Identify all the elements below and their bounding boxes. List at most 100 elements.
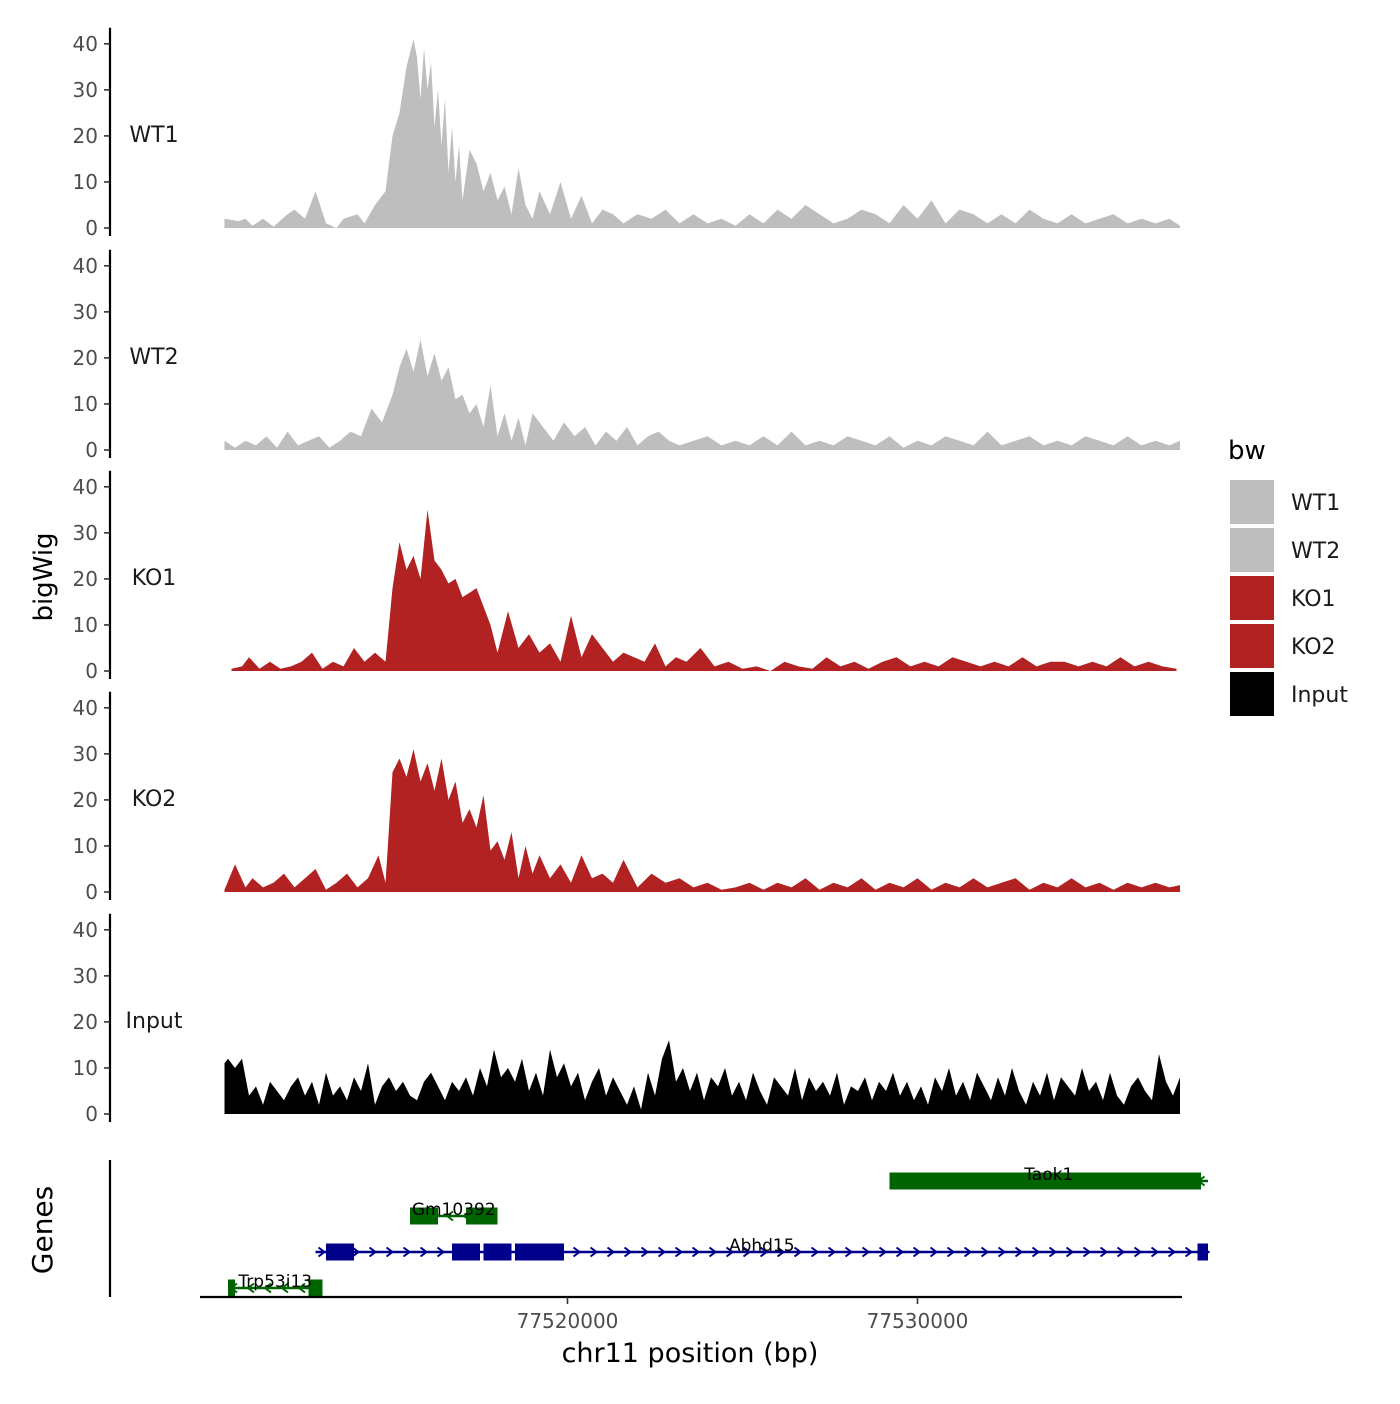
y-tick-label: 20 <box>73 346 98 370</box>
strand-arrow <box>246 1282 255 1294</box>
strand-arrow <box>708 1246 718 1258</box>
track-label-wt1: WT1 <box>129 123 178 148</box>
signal-area-input <box>224 1040 1180 1114</box>
legend-label: KO1 <box>1291 587 1336 612</box>
gene-exon <box>308 1279 323 1297</box>
strand-arrow <box>623 1246 633 1258</box>
y-tick-label: 0 <box>85 438 98 462</box>
strand-arrow <box>657 1246 667 1258</box>
y-tick-label: 30 <box>73 521 98 545</box>
strand-arrow <box>1082 1246 1092 1258</box>
gene-taok1: Taok1 <box>889 1165 1208 1190</box>
signal-area-wt2 <box>224 339 1180 450</box>
gene-label: Abhd15 <box>729 1236 795 1256</box>
y-tick-label: 20 <box>73 567 98 591</box>
strand-arrow <box>368 1246 378 1258</box>
gene-trp53i13: Trp53i13 <box>228 1272 323 1297</box>
strand-arrow <box>1184 1246 1194 1258</box>
strand-arrow <box>419 1246 429 1258</box>
strand-arrow <box>844 1246 854 1258</box>
tracks-layer: 0 10 20 30 40 WT1 0 10 20 30 40 WT2 0 10 20 30 40 KO1 0 10 2… <box>73 27 1180 1126</box>
strand-arrow <box>912 1246 922 1258</box>
legend-item-ko1: KO1 <box>1230 576 1336 620</box>
track-label-input: Input <box>126 1009 183 1034</box>
track-input: 0 10 20 30 40 Input <box>73 913 1180 1126</box>
signal-area-wt1 <box>224 39 1180 229</box>
y-tick-label: 40 <box>73 254 98 278</box>
y-tick-label: 40 <box>73 918 98 942</box>
strand-arrow <box>263 1282 272 1294</box>
strand-arrow <box>878 1246 888 1258</box>
strand-arrow <box>351 1246 361 1258</box>
legend-swatch <box>1230 672 1274 716</box>
gene-gm10392: Gm10392 <box>410 1200 498 1225</box>
y-tick-label: 10 <box>73 613 98 637</box>
legend-label: WT2 <box>1291 539 1340 564</box>
genes-layer: Taok1 Gm10392 Abhd15 Trp53i13 <box>228 1165 1211 1297</box>
strand-arrow <box>445 1210 454 1222</box>
strand-arrow <box>1116 1246 1126 1258</box>
legend-item-ko2: KO2 <box>1230 624 1336 668</box>
strand-arrow <box>861 1246 871 1258</box>
gene-exon <box>483 1243 512 1261</box>
y-tick-label: 40 <box>73 32 98 56</box>
legend-swatch <box>1230 528 1274 572</box>
strand-arrow <box>810 1246 820 1258</box>
y-tick-label: 10 <box>73 392 98 416</box>
strand-arrow <box>606 1246 616 1258</box>
y-tick-label: 10 <box>73 1056 98 1080</box>
y-tick-label: 0 <box>85 659 98 683</box>
y-tick-label: 30 <box>73 300 98 324</box>
y-tick-label: 20 <box>73 1010 98 1034</box>
y-tick-label: 0 <box>85 880 98 904</box>
gene-abhd15: Abhd15 <box>315 1236 1211 1261</box>
legend-item-wt1: WT1 <box>1230 480 1340 524</box>
strand-arrow <box>759 1246 769 1258</box>
strand-arrow <box>742 1246 752 1258</box>
x-tick-label: 77530000 <box>867 1309 969 1333</box>
strand-arrow <box>589 1246 599 1258</box>
strand-arrow <box>725 1246 735 1258</box>
signal-area-ko1 <box>231 509 1177 671</box>
strand-arrow <box>385 1246 395 1258</box>
y-tick-label: 40 <box>73 696 98 720</box>
strand-arrow <box>1031 1246 1041 1258</box>
gene-exon <box>515 1243 564 1261</box>
strand-arrow <box>895 1246 905 1258</box>
legend-title: bw <box>1228 436 1266 466</box>
strand-arrow <box>793 1246 803 1258</box>
strand-arrow <box>997 1246 1007 1258</box>
y-tick-label: 40 <box>73 475 98 499</box>
strand-arrow <box>776 1246 786 1258</box>
y-tick-label: 0 <box>85 1102 98 1126</box>
strand-arrow <box>1099 1246 1109 1258</box>
x-tick-label: 77520000 <box>517 1309 619 1333</box>
legend-label: KO2 <box>1291 635 1336 660</box>
gene-exon <box>466 1207 498 1225</box>
track-label-ko1: KO1 <box>132 566 177 591</box>
legend-swatch <box>1230 480 1274 524</box>
track-label-wt2: WT2 <box>129 345 178 370</box>
legend-swatch <box>1230 576 1274 620</box>
y-axis-title: bigWig <box>29 532 59 621</box>
strand-arrow <box>946 1246 956 1258</box>
strand-arrow <box>1167 1246 1177 1258</box>
gene-exon <box>410 1207 438 1225</box>
strand-arrow <box>691 1246 701 1258</box>
track-ko2: 0 10 20 30 40 KO2 <box>73 691 1180 904</box>
track-wt1: 0 10 20 30 40 WT1 <box>73 27 1180 240</box>
strand-arrow <box>827 1246 837 1258</box>
y-tick-label: 10 <box>73 834 98 858</box>
strand-arrow <box>929 1246 939 1258</box>
y-tick-label: 30 <box>73 964 98 988</box>
y-tick-label: 10 <box>73 170 98 194</box>
strand-arrow <box>317 1246 327 1258</box>
track-ko1: 0 10 20 30 40 KO1 <box>73 470 1177 683</box>
strand-arrow <box>1133 1246 1143 1258</box>
x-axis-title: chr11 position (bp) <box>562 1338 819 1369</box>
gene-exon <box>228 1279 235 1297</box>
strand-arrow <box>963 1246 973 1258</box>
strand-arrow <box>402 1246 412 1258</box>
track-wt2: 0 10 20 30 40 WT2 <box>73 249 1180 462</box>
